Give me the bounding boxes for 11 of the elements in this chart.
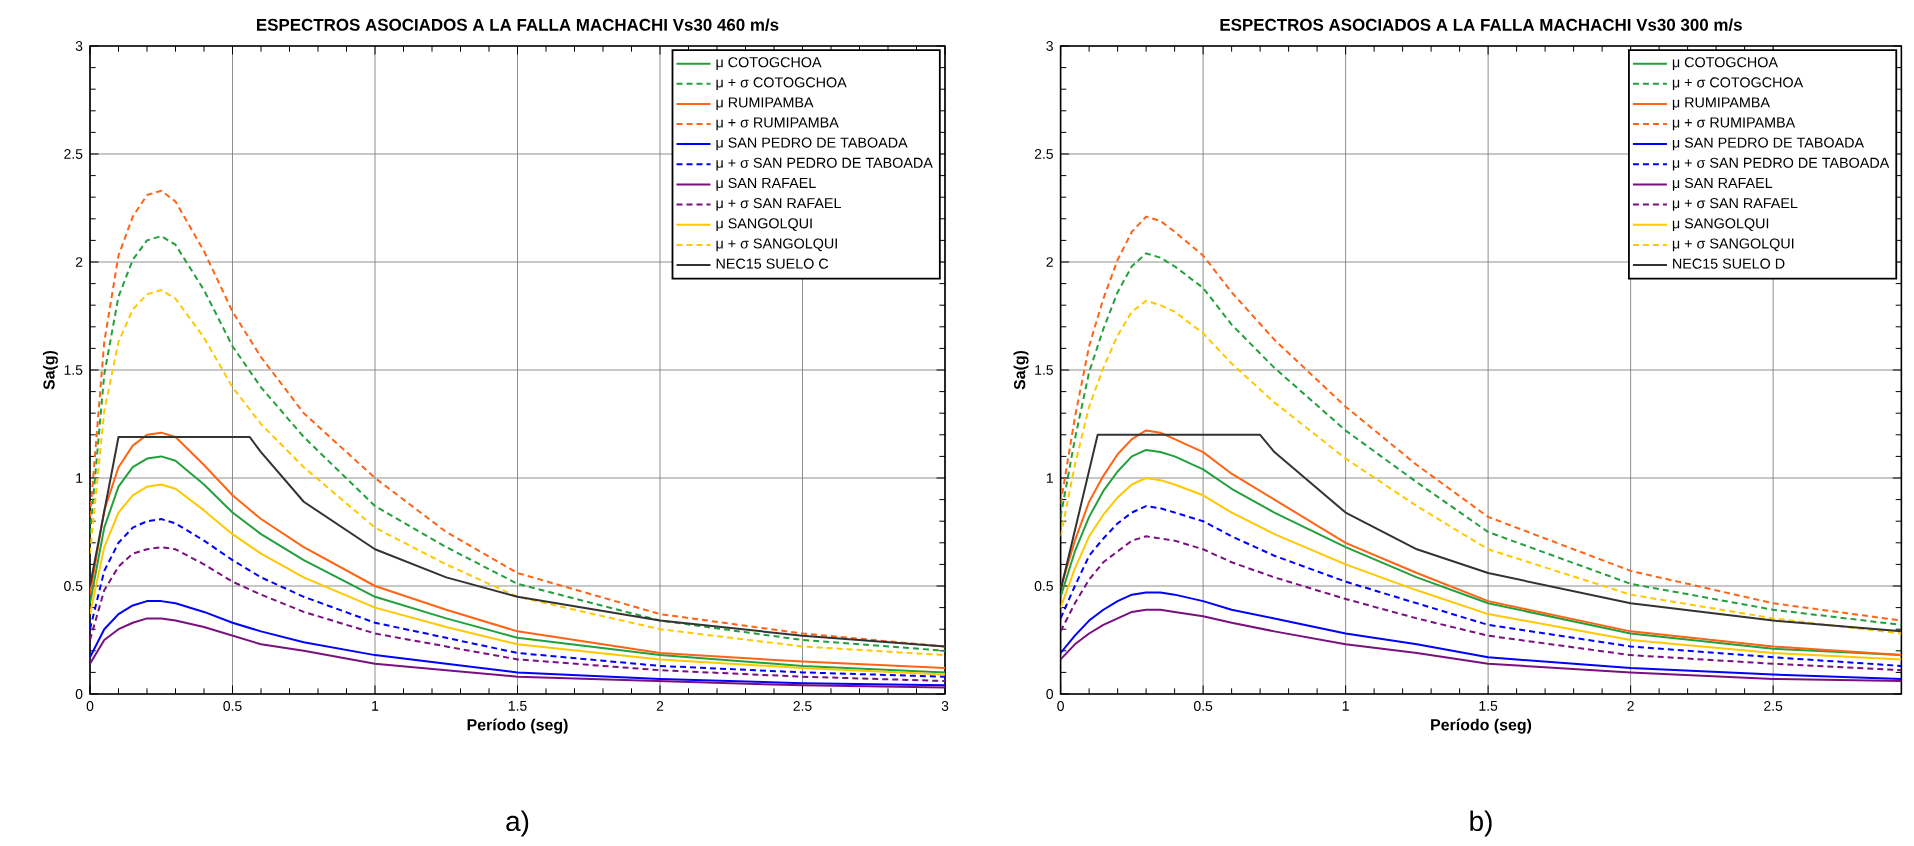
chart-title: ESPECTROS ASOCIADOS A LA FALLA MACHACHI Vs30 300 m/s bbox=[1220, 18, 1742, 31]
line-series bbox=[90, 518, 946, 678]
line-series bbox=[1060, 477, 1902, 661]
text: a) bbox=[506, 810, 529, 837]
chart-title: ESPECTROS ASOCIADOS A LA FALLA MACHACHI Vs30 460 m/s bbox=[257, 18, 779, 31]
text: b) bbox=[1470, 810, 1492, 837]
line-series bbox=[1060, 535, 1902, 672]
line-series bbox=[1060, 608, 1902, 683]
line-series bbox=[1060, 591, 1902, 680]
line-series bbox=[90, 546, 946, 683]
line-series bbox=[90, 600, 946, 687]
